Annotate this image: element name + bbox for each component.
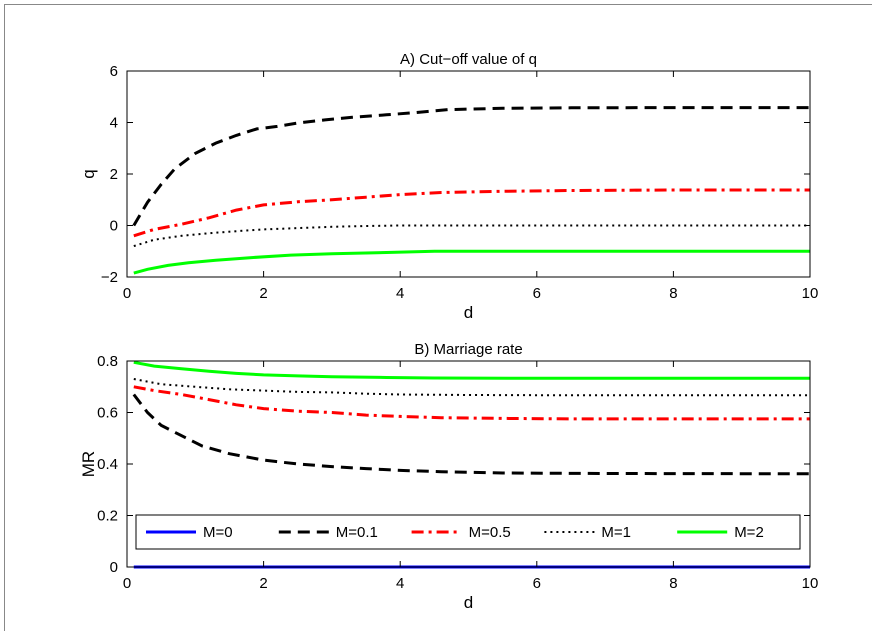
series-line-m-2	[133, 360, 810, 380]
y-tick-label: 0.6	[97, 405, 118, 422]
series-line-m-0-1	[132, 393, 811, 476]
tick-group: 0 2 4 6 8 10 −2 0 2 4 6	[101, 63, 818, 302]
x-tick-label: 8	[669, 285, 677, 302]
legend-entry: M=0	[203, 524, 233, 541]
series-group	[132, 106, 810, 275]
series-line-m-1	[133, 378, 810, 397]
plot-area	[126, 70, 811, 278]
x-tick-label: 10	[802, 575, 819, 592]
plot-area	[126, 360, 811, 568]
x-tick-label: 6	[533, 575, 541, 592]
legend: M=0 M=0.1 M=0.5 M=1 M=2	[135, 514, 801, 550]
y-tick-label: 0	[110, 559, 118, 576]
x-tick-label: 4	[396, 285, 404, 302]
x-tick-label: 4	[396, 575, 404, 592]
x-axis-label: d	[464, 593, 473, 612]
chart-cutoff-q: A) Cut−off value of q d q 0 2 4 6 8 10 −2 0 2 4 6	[79, 51, 818, 322]
y-tick-label: 0.2	[97, 508, 118, 525]
series-line-m-2	[133, 249, 810, 275]
legend-entry: M=0.1	[336, 524, 378, 541]
x-tick-label: 2	[259, 285, 267, 302]
chart-title: A) Cut−off value of q	[400, 51, 537, 68]
x-tick-label: 2	[259, 575, 267, 592]
y-axis-label: MR	[79, 451, 98, 477]
x-tick-label: 8	[669, 575, 677, 592]
y-tick-label: 0	[110, 218, 118, 235]
chart-title: B) Marriage rate	[414, 341, 522, 358]
y-tick-label: −2	[101, 269, 118, 286]
x-axis-label: d	[464, 303, 473, 322]
y-tick-label: 0.8	[97, 353, 118, 370]
x-tick-label: 0	[123, 285, 131, 302]
x-tick-label: 0	[123, 575, 131, 592]
legend-entry: M=2	[734, 524, 764, 541]
x-tick-label: 6	[533, 285, 541, 302]
figure-frame	[4, 4, 872, 631]
y-tick-label: 0.4	[97, 456, 118, 473]
series-line-m-0-1	[132, 106, 810, 227]
y-tick-label: 2	[110, 166, 118, 183]
legend-entry: M=0.5	[469, 524, 511, 541]
legend-entry: M=1	[601, 524, 631, 541]
chart-marriage-rate: B) Marriage rate d MR 0 2 4 6 8 1000.20.40.60…	[79, 341, 818, 612]
x-tick-label: 10	[802, 285, 819, 302]
y-tick-label: 4	[110, 115, 118, 132]
tick-group: 0 2 4 6 8 10 0 0.2 0.4 0.6 0.8	[97, 353, 818, 592]
series-line-m-0-5	[133, 188, 810, 238]
y-tick-label: 6	[110, 63, 118, 80]
series-line-m-1	[133, 224, 810, 248]
y-axis-label: q	[79, 169, 98, 178]
series-line-m-0-5	[133, 385, 810, 421]
